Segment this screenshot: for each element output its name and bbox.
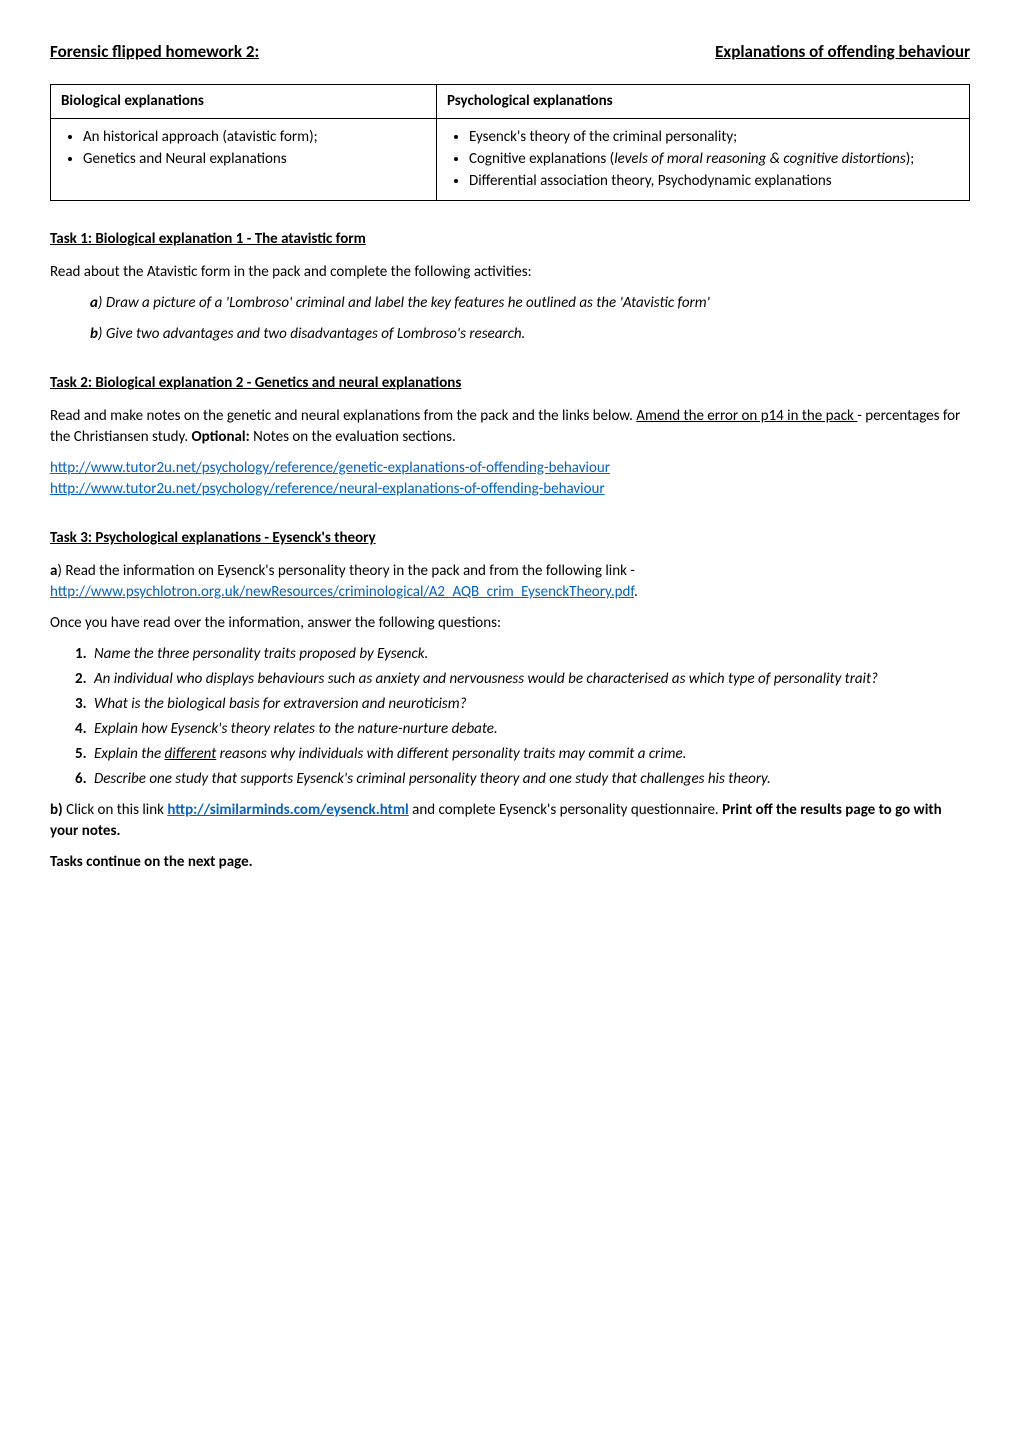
- col2-header: Psychological explanations: [436, 84, 969, 118]
- text-fragment: a: [90, 294, 98, 312]
- text-fragment: ) Read the information on Eysenck's pers…: [57, 562, 634, 580]
- text-fragment: Read and make notes on the genetic and n…: [50, 407, 636, 425]
- text-fragment: .: [634, 583, 638, 601]
- text-fragment: Amend the error on p14 in the pack: [636, 407, 857, 425]
- text-fragment: Optional:: [192, 428, 250, 446]
- list-item: Cognitive explanations (levels of moral …: [469, 149, 959, 170]
- text-fragment: b): [50, 801, 63, 819]
- text-fragment: Click on this link: [63, 801, 168, 819]
- text-fragment: b: [90, 325, 98, 343]
- neural-link[interactable]: http://www.tutor2u.net/psychology/refere…: [50, 480, 605, 498]
- task2-intro: Read and make notes on the genetic and n…: [50, 406, 970, 448]
- list-item: Explain how Eysenck's theory relates to …: [90, 719, 970, 740]
- header-right: Explanations of offending behaviour: [715, 40, 970, 64]
- task3-questions: Name the three personality traits propos…: [70, 644, 970, 790]
- task3-title: Task 3: Psychological explanations - Eys…: [50, 528, 970, 549]
- genetic-link[interactable]: http://www.tutor2u.net/psychology/refere…: [50, 459, 610, 477]
- header-left: Forensic flipped homework 2:: [50, 40, 259, 64]
- task3-q-intro: Once you have read over the information,…: [50, 613, 970, 634]
- explanations-table: Biological explanations Psychological ex…: [50, 84, 970, 201]
- list-item: Eysenck's theory of the criminal persona…: [469, 127, 959, 148]
- text-fragment: ) Draw a picture of a 'Lombroso' crimina…: [98, 294, 710, 312]
- task1-a: a) Draw a picture of a 'Lombroso' crimin…: [90, 293, 970, 314]
- text-fragment: ) Give two advantages and two disadvanta…: [98, 325, 525, 343]
- eysenck-pdf-link[interactable]: http://www.psychlotron.org.uk/newResourc…: [50, 583, 634, 601]
- task3-a: a) Read the information on Eysenck's per…: [50, 561, 970, 603]
- list-item: What is the biological basis for extrave…: [90, 694, 970, 715]
- text-fragment: different: [165, 745, 217, 763]
- col1-header: Biological explanations: [51, 84, 437, 118]
- text-fragment: reasons why individuals with different p…: [216, 745, 686, 763]
- task1-intro: Read about the Atavistic form in the pac…: [50, 262, 970, 283]
- list-item: Differential association theory, Psychod…: [469, 171, 959, 192]
- task2-links: http://www.tutor2u.net/psychology/refere…: [50, 458, 970, 500]
- continue-note: Tasks continue on the next page.: [50, 852, 970, 873]
- text-fragment: Explain the: [94, 745, 165, 763]
- page-header: Forensic flipped homework 2: Explanation…: [50, 40, 970, 64]
- text-fragment: levels of moral reasoning & cognitive di…: [614, 150, 905, 168]
- list-item: Genetics and Neural explanations: [83, 149, 426, 170]
- task2-title: Task 2: Biological explanation 2 - Genet…: [50, 373, 970, 394]
- list-item: Name the three personality traits propos…: [90, 644, 970, 665]
- text-fragment: and complete Eysenck's personality quest…: [409, 801, 722, 819]
- task3-b: b) Click on this link http://similarmind…: [50, 800, 970, 842]
- list-item: An individual who displays behaviours su…: [90, 669, 970, 690]
- similarminds-link[interactable]: http://similarminds.com/eysenck.html: [167, 801, 408, 819]
- text-fragment: Cognitive explanations (: [469, 150, 614, 168]
- col1-cell: An historical approach (atavistic form);…: [51, 118, 437, 200]
- list-item: Describe one study that supports Eysenck…: [90, 769, 970, 790]
- text-fragment: );: [906, 150, 915, 168]
- text-fragment: Notes on the evaluation sections.: [250, 428, 456, 446]
- list-item: An historical approach (atavistic form);: [83, 127, 426, 148]
- col2-cell: Eysenck's theory of the criminal persona…: [436, 118, 969, 200]
- task1-b: b) Give two advantages and two disadvant…: [90, 324, 970, 345]
- task1-title: Task 1: Biological explanation 1 - The a…: [50, 229, 970, 250]
- list-item: Explain the different reasons why indivi…: [90, 744, 970, 765]
